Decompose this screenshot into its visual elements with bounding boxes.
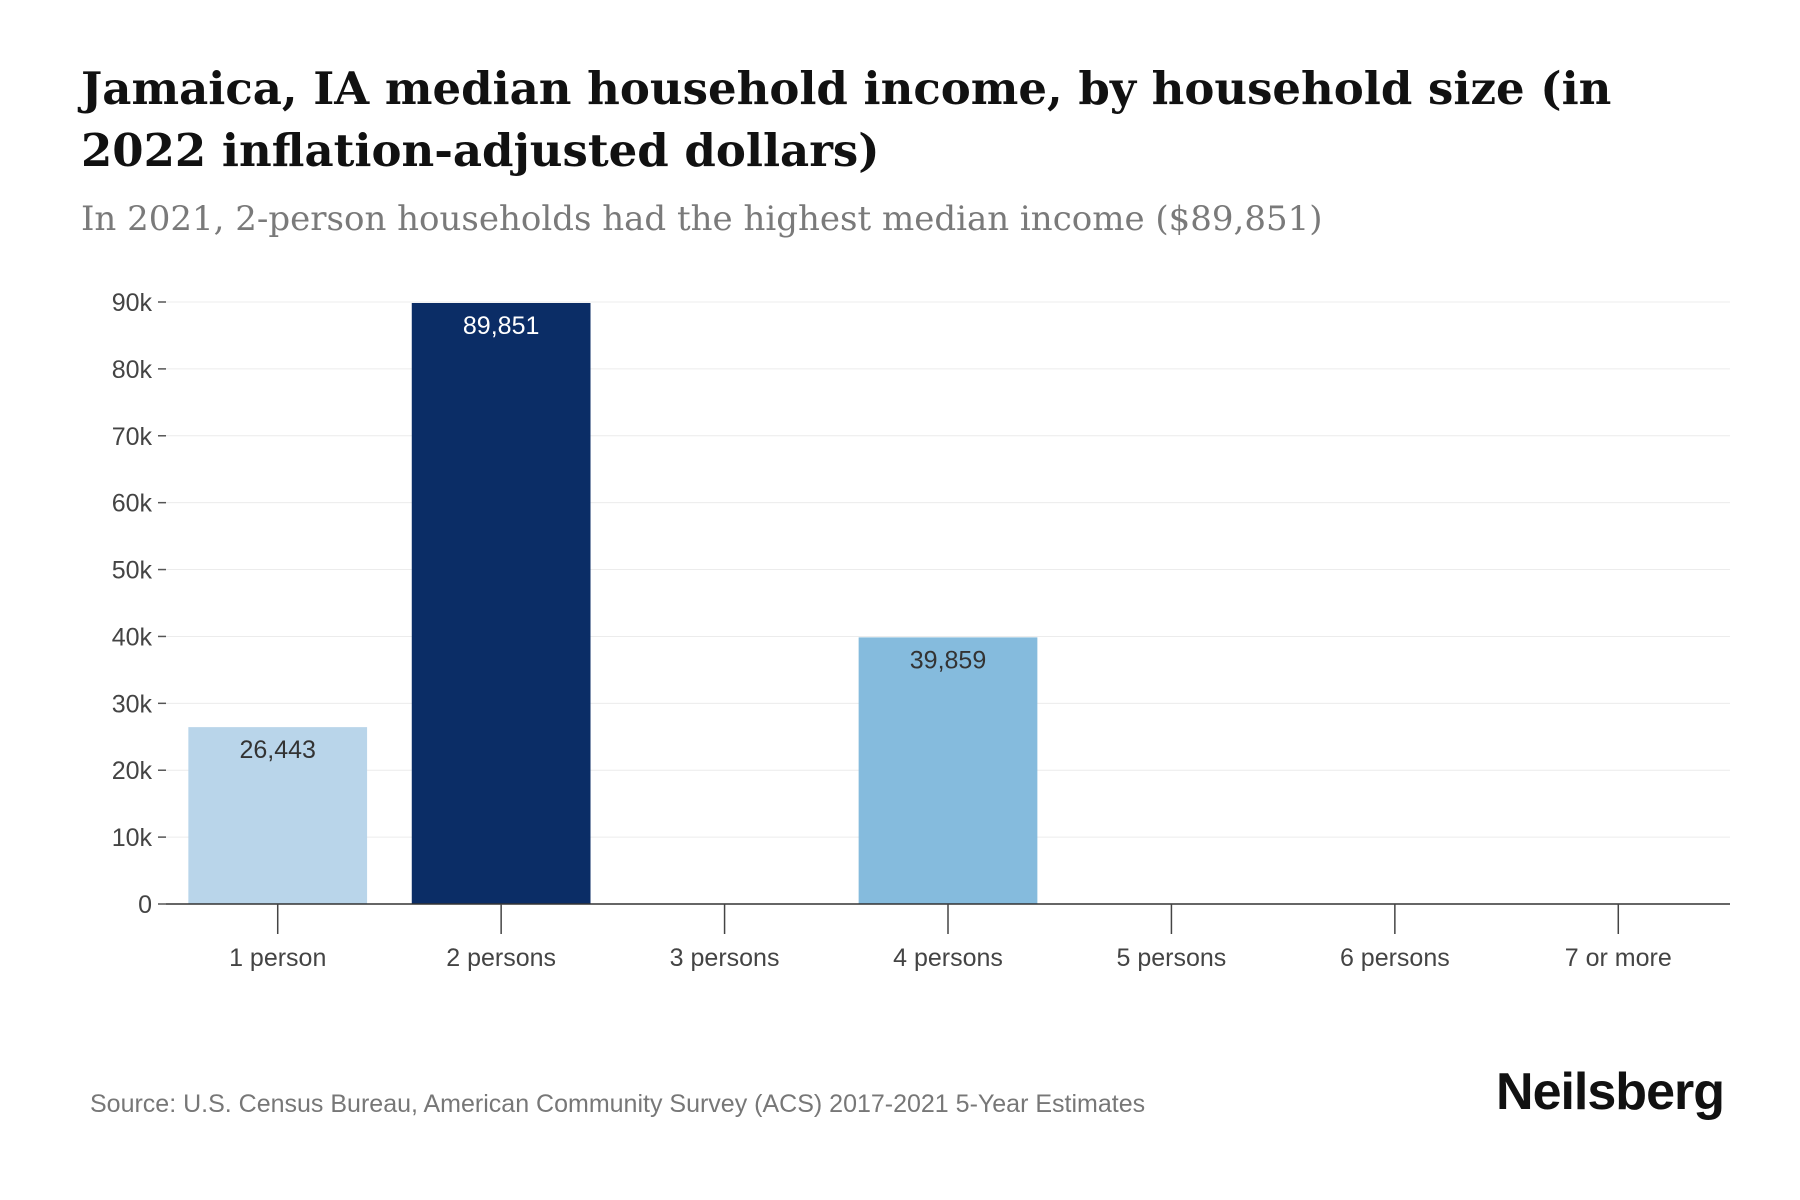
y-tick-label: 60k	[112, 490, 153, 518]
y-tick-label: 80k	[112, 356, 153, 384]
x-axis-ticks: 1 person 2 persons 3 persons 4 persons 5 per…	[229, 904, 1672, 972]
y-tick-label: 0	[138, 891, 152, 919]
y-tick-label: 50k	[112, 557, 153, 585]
y-tick-label: 20k	[112, 757, 153, 785]
y-tick-label: 40k	[112, 623, 153, 651]
data-label: 39,859	[910, 646, 986, 674]
source-note: Source: U.S. Census Bureau, American Com…	[90, 1090, 1146, 1118]
data-label: 89,851	[463, 312, 539, 340]
data-labels: 26,443 89,851 39,859	[239, 312, 986, 764]
bars	[188, 302, 1038, 904]
y-tick-label: 90k	[112, 289, 153, 317]
x-tick-label: 3 persons	[670, 944, 780, 972]
x-tick-label: 1 person	[229, 944, 326, 972]
data-label: 26,443	[239, 736, 315, 764]
bar-4-persons	[858, 637, 1038, 904]
y-tick-label: 30k	[112, 690, 153, 718]
bar-2-persons	[411, 302, 591, 904]
x-tick-label: 4 persons	[893, 944, 1003, 972]
chart-title: Jamaica, IA median household income, by …	[81, 62, 1612, 177]
x-tick-label: 5 persons	[1117, 944, 1227, 972]
y-axis-ticks: 0 10k 20k 30k 40k 50k 60k 70k 80k 90k	[112, 289, 166, 919]
x-tick-label: 2 persons	[446, 944, 556, 972]
y-tick-label: 70k	[112, 423, 153, 451]
chart-subtitle: In 2021, 2-person households had the hig…	[81, 199, 1323, 239]
y-tick-label: 10k	[112, 824, 153, 852]
bar-1-person	[188, 727, 368, 904]
x-tick-label: 7 or more	[1565, 944, 1672, 972]
brand-logo: Neilsberg	[1496, 1063, 1725, 1121]
x-tick-label: 6 persons	[1340, 944, 1450, 972]
